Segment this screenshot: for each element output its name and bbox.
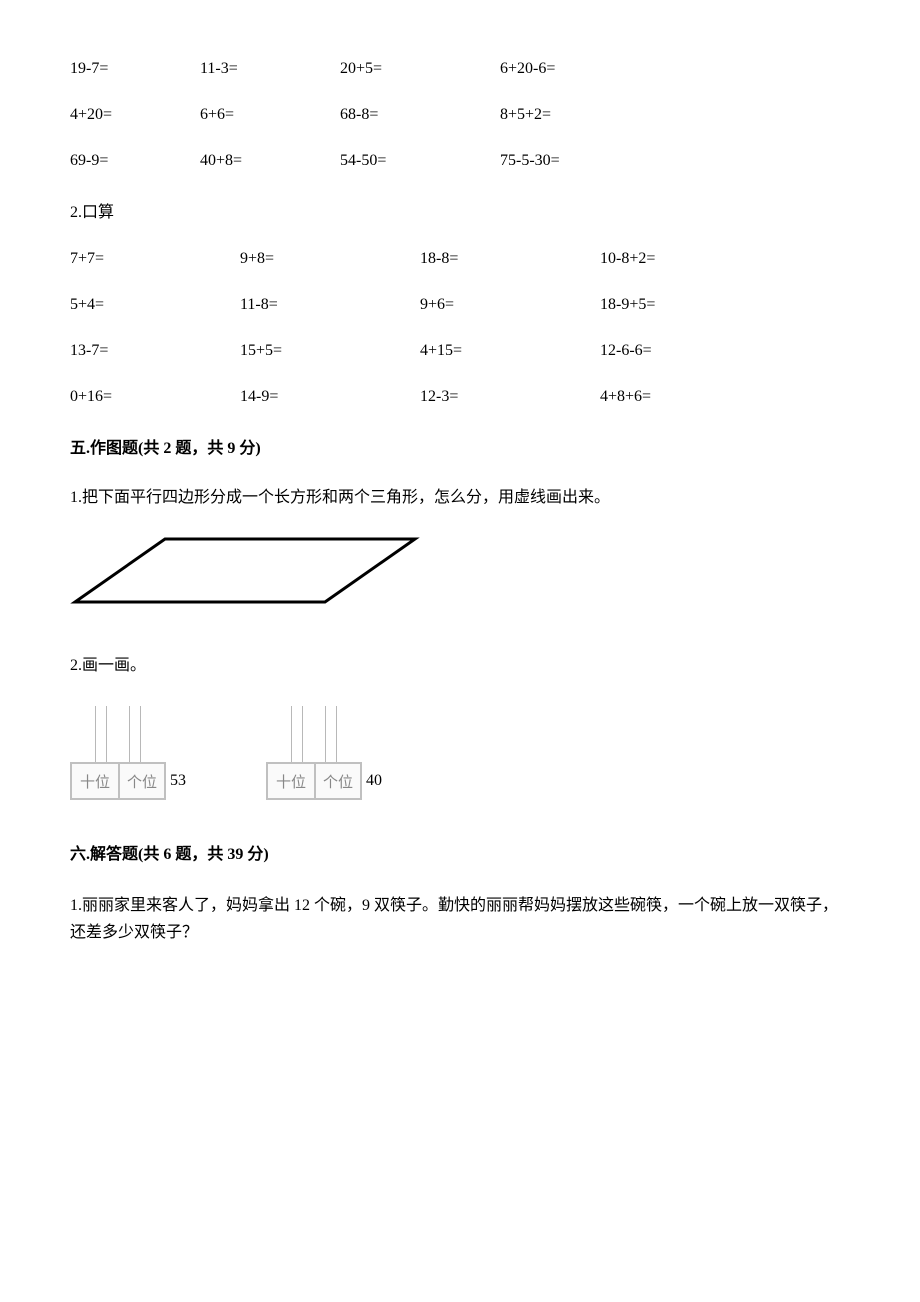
eq-cell: 40+8=: [200, 152, 340, 170]
place-value-diagram: 十位 个位: [266, 702, 362, 800]
section5-q1: 1.把下面平行四边形分成一个长方形和两个三角形，怎么分，用虚线画出来。: [70, 486, 850, 510]
stick-icon: [106, 706, 107, 762]
equation-grid-1: 19-7= 11-3= 20+5= 6+20-6= 4+20= 6+6= 68-…: [70, 60, 850, 170]
parallelogram-shape: [75, 539, 415, 602]
eq-cell: 69-9=: [70, 152, 200, 170]
place-value-diagram: 十位 个位: [70, 702, 166, 800]
eq-cell: 9+6=: [420, 296, 600, 314]
eq-cell: 4+20=: [70, 106, 200, 124]
boxes-row: 十位 个位: [70, 762, 166, 800]
place-value-item-2: 十位 个位 40: [266, 702, 382, 800]
stick-icon: [95, 706, 96, 762]
parallelogram-svg: [70, 534, 420, 609]
place-value-row: 十位 个位 53 十位 个位 40: [70, 702, 850, 800]
eq-cell: 18-9+5=: [600, 296, 760, 314]
stick-icon: [291, 706, 292, 762]
stick-pair: [95, 706, 107, 762]
eq-cell: 9+8=: [240, 250, 420, 268]
eq-cell: 7+7=: [70, 250, 240, 268]
tens-box: 十位: [70, 762, 118, 800]
stick-pair: [325, 706, 337, 762]
eq-cell: 10-8+2=: [600, 250, 760, 268]
stick-pair: [129, 706, 141, 762]
sticks-row: [95, 702, 141, 762]
eq-cell: 12-6-6=: [600, 342, 760, 360]
eq-cell: 68-8=: [340, 106, 500, 124]
tens-box: 十位: [266, 762, 314, 800]
stick-icon: [129, 706, 130, 762]
eq-cell: 54-50=: [340, 152, 500, 170]
eq-cell: 12-3=: [420, 388, 600, 406]
eq-cell: 6+6=: [200, 106, 340, 124]
parallelogram-figure: [70, 534, 850, 614]
equation-grid-2: 7+7= 9+8= 18-8= 10-8+2= 5+4= 11-8= 9+6= …: [70, 250, 850, 406]
ones-box: 个位: [118, 762, 166, 800]
eq-cell: 0+16=: [70, 388, 240, 406]
eq-cell: 4+8+6=: [600, 388, 760, 406]
stick-pair: [291, 706, 303, 762]
eq-cell: 75-5-30=: [500, 152, 700, 170]
sticks-row: [291, 702, 337, 762]
eq-cell: 11-8=: [240, 296, 420, 314]
stick-icon: [325, 706, 326, 762]
place-value-number: 40: [366, 772, 382, 790]
eq-cell: 5+4=: [70, 296, 240, 314]
section6-heading: 六.解答题(共 6 题，共 39 分): [70, 840, 850, 864]
section5-q2: 2.画一画。: [70, 654, 850, 678]
eq-cell: 15+5=: [240, 342, 420, 360]
eq-cell: 20+5=: [340, 60, 500, 78]
stick-icon: [140, 706, 141, 762]
eq-cell: 14-9=: [240, 388, 420, 406]
section5-heading: 五.作图题(共 2 题，共 9 分): [70, 434, 850, 458]
place-value-number: 53: [170, 772, 186, 790]
boxes-row: 十位 个位: [266, 762, 362, 800]
stick-icon: [336, 706, 337, 762]
ones-box: 个位: [314, 762, 362, 800]
eq-cell: 13-7=: [70, 342, 240, 360]
eq-cell: 6+20-6=: [500, 60, 700, 78]
section6-q1: 1.丽丽家里来客人了，妈妈拿出 12 个碗，9 双筷子。勤快的丽丽帮妈妈摆放这些…: [70, 892, 850, 946]
place-value-item-1: 十位 个位 53: [70, 702, 186, 800]
eq-cell: 18-8=: [420, 250, 600, 268]
eq-cell: 4+15=: [420, 342, 600, 360]
stick-icon: [302, 706, 303, 762]
eq-cell: 11-3=: [200, 60, 340, 78]
eq-cell: 8+5+2=: [500, 106, 700, 124]
section2-label: 2.口算: [70, 198, 850, 222]
eq-cell: 19-7=: [70, 60, 200, 78]
